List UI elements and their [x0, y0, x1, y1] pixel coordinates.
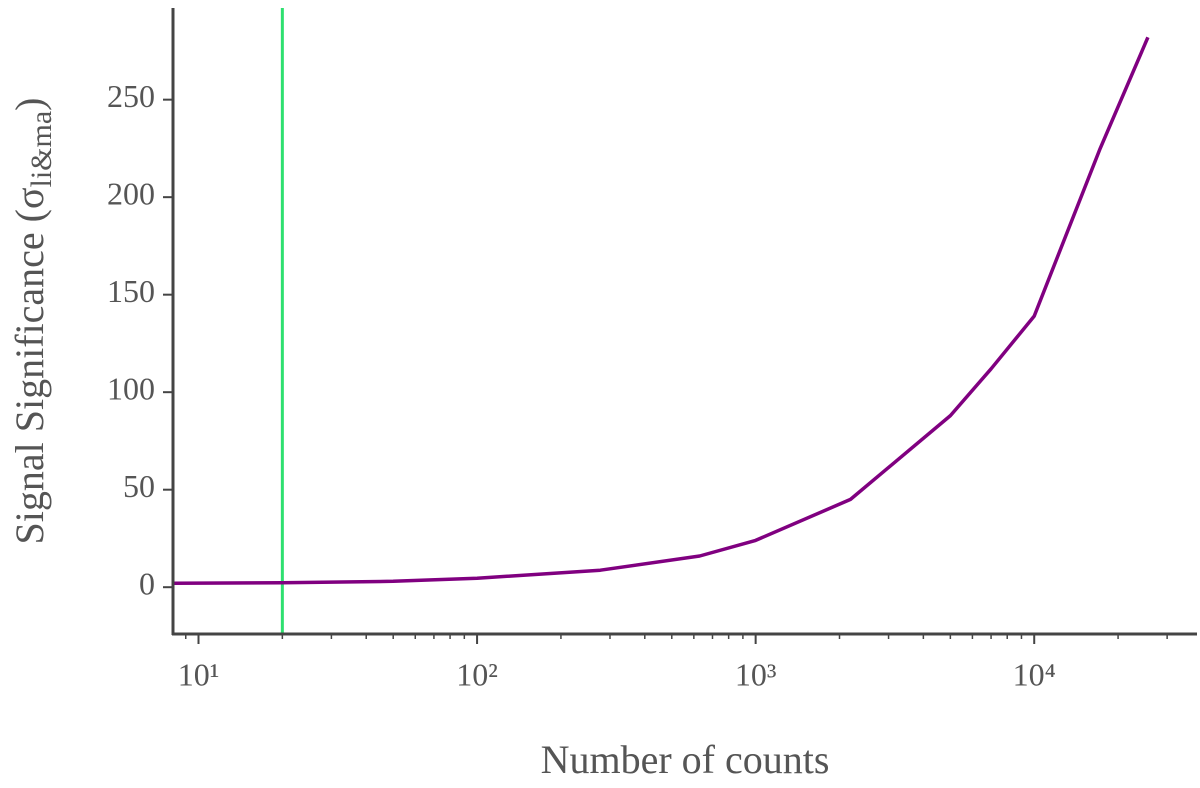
x-tick-label: 10²: [456, 656, 498, 692]
x-tick-label: 10⁴: [1013, 656, 1056, 692]
y-label-main: Signal Significance (σ: [7, 187, 52, 544]
y-label-close: ): [7, 97, 52, 110]
y-label-subscript: li&ma: [25, 111, 58, 188]
y-tick-label: 250: [107, 78, 155, 114]
y-tick-label: 100: [107, 371, 155, 407]
x-tick-label: 10³: [735, 656, 777, 692]
y-tick-label: 200: [107, 176, 155, 212]
y-tick-label: 150: [107, 273, 155, 309]
y-axis-label: Signal Significance (σli&ma): [7, 97, 58, 544]
x-axis-label: Number of counts: [541, 737, 830, 782]
data-line: [172, 36, 1150, 586]
x-tick-label: 10¹: [178, 656, 220, 692]
y-tick-label: 0: [139, 566, 155, 602]
y-tick-label: 50: [123, 468, 155, 504]
